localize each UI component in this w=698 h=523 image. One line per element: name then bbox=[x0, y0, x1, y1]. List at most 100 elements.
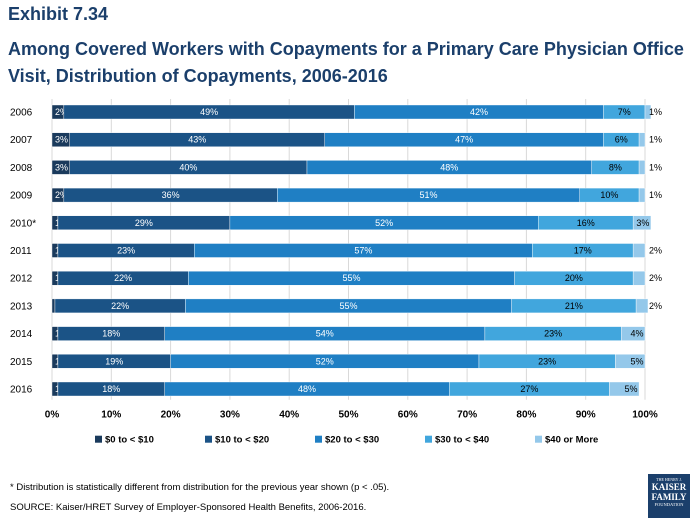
category-label: 2016 bbox=[10, 385, 33, 396]
category-label: 2015 bbox=[10, 357, 33, 368]
x-tick-label: 20% bbox=[161, 410, 181, 421]
data-label: 10% bbox=[600, 190, 618, 200]
legend-swatch bbox=[425, 435, 432, 443]
legend-swatch bbox=[205, 435, 212, 443]
data-label: 54% bbox=[316, 329, 334, 339]
data-label: 22% bbox=[114, 273, 132, 283]
category-label: 2008 bbox=[10, 163, 33, 174]
data-label: 29% bbox=[135, 218, 153, 228]
data-label: 2% bbox=[55, 107, 68, 117]
data-label: 23% bbox=[538, 356, 556, 366]
data-label: 55% bbox=[339, 301, 357, 311]
data-label: 2% bbox=[649, 273, 662, 283]
data-label: 48% bbox=[298, 384, 316, 394]
data-label: 43% bbox=[188, 135, 206, 145]
chart-title: Among Covered Workers with Copayments fo… bbox=[8, 39, 684, 86]
data-label: 3% bbox=[636, 218, 649, 228]
data-label: 1% bbox=[649, 107, 662, 117]
category-label: 2007 bbox=[10, 135, 33, 146]
bar-segment bbox=[632, 215, 652, 231]
legend-swatch bbox=[315, 435, 322, 443]
category-label: 2010* bbox=[10, 218, 36, 229]
x-tick-label: 90% bbox=[576, 410, 596, 421]
data-label: 23% bbox=[544, 329, 562, 339]
legend-label: $40 or More bbox=[545, 435, 598, 446]
stacked-bar-chart: 2006 2% 49% 42% 7% 1% 2007 3% 43% 47% 6% 1% 2008 3% 40… bbox=[10, 99, 662, 446]
category-label: 2012 bbox=[10, 274, 33, 285]
data-label: 1% bbox=[649, 162, 662, 172]
x-tick-label: 30% bbox=[220, 410, 240, 421]
data-label: 51% bbox=[420, 190, 438, 200]
bar-segment bbox=[638, 132, 646, 147]
data-label: 18% bbox=[102, 329, 120, 339]
x-tick-label: 50% bbox=[338, 410, 358, 421]
x-tick-label: 100% bbox=[632, 410, 658, 421]
bar-segment bbox=[615, 354, 646, 369]
x-tick-label: 80% bbox=[516, 410, 536, 421]
category-label: 2009 bbox=[10, 191, 33, 202]
data-label: 8% bbox=[609, 162, 622, 172]
data-label: 5% bbox=[625, 384, 638, 394]
data-label: 52% bbox=[375, 218, 393, 228]
data-label: 7% bbox=[618, 107, 631, 117]
data-label: 2% bbox=[649, 246, 662, 256]
data-label: 1% bbox=[649, 135, 662, 145]
bar-segment bbox=[635, 298, 649, 314]
x-tick-label: 70% bbox=[457, 410, 477, 421]
data-label: 21% bbox=[565, 301, 583, 311]
data-label: 18% bbox=[102, 384, 120, 394]
data-label: 16% bbox=[577, 218, 595, 228]
bar-segment bbox=[632, 271, 646, 286]
data-label: 2% bbox=[55, 190, 68, 200]
bar-segment bbox=[632, 243, 646, 258]
legend-label: $10 to < $20 bbox=[215, 435, 269, 446]
data-label: 36% bbox=[162, 190, 180, 200]
data-label: 22% bbox=[111, 301, 129, 311]
data-label: 23% bbox=[117, 246, 135, 256]
logo-line-2: KAISER bbox=[651, 482, 687, 492]
data-label: 48% bbox=[440, 162, 458, 172]
data-label: 3% bbox=[55, 135, 68, 145]
data-label: 2% bbox=[649, 301, 662, 311]
data-label: 47% bbox=[455, 135, 473, 145]
footnote: * Distribution is statistically differen… bbox=[10, 482, 390, 493]
bar-segment bbox=[644, 104, 652, 120]
data-label: 20% bbox=[565, 273, 583, 283]
legend-label: $0 to < $10 bbox=[105, 435, 154, 446]
legend-label: $20 to < $30 bbox=[325, 435, 379, 446]
data-label: 57% bbox=[354, 246, 372, 256]
data-label: 17% bbox=[574, 246, 592, 256]
legend-swatch bbox=[535, 435, 542, 443]
category-label: 2013 bbox=[10, 301, 33, 312]
x-tick-label: 40% bbox=[279, 410, 299, 421]
data-label: 52% bbox=[316, 356, 334, 366]
data-label: 5% bbox=[630, 356, 643, 366]
x-tick-label: 0% bbox=[45, 410, 60, 421]
data-label: 6% bbox=[615, 135, 628, 145]
kff-logo: THE HENRY J. KAISER FAMILY FOUNDATION bbox=[648, 474, 690, 518]
data-label: 1% bbox=[649, 190, 662, 200]
bar-segment bbox=[638, 160, 646, 175]
logo-line-1: THE HENRY J. bbox=[656, 477, 682, 482]
bar-segment bbox=[609, 381, 640, 397]
category-label: 2011 bbox=[10, 246, 32, 257]
data-label: 3% bbox=[55, 162, 68, 172]
data-label: 27% bbox=[520, 384, 538, 394]
x-tick-label: 10% bbox=[101, 410, 121, 421]
source-note: SOURCE: Kaiser/HRET Survey of Employer-S… bbox=[10, 502, 367, 513]
data-label: 42% bbox=[470, 107, 488, 117]
legend-swatch bbox=[95, 435, 102, 443]
x-tick-label: 60% bbox=[398, 410, 418, 421]
bar-segment bbox=[638, 187, 646, 203]
category-label: 2006 bbox=[10, 108, 33, 119]
legend-label: $30 to < $40 bbox=[435, 435, 489, 446]
bar-segment bbox=[621, 326, 646, 341]
data-label: 40% bbox=[179, 162, 197, 172]
data-label: 19% bbox=[105, 356, 123, 366]
exhibit-number: Exhibit 7.34 bbox=[8, 4, 109, 24]
category-label: 2014 bbox=[10, 329, 33, 340]
logo-line-3: FAMILY bbox=[651, 492, 687, 502]
data-label: 55% bbox=[342, 273, 360, 283]
data-label: 49% bbox=[200, 107, 218, 117]
logo-line-4: FOUNDATION bbox=[654, 502, 684, 507]
